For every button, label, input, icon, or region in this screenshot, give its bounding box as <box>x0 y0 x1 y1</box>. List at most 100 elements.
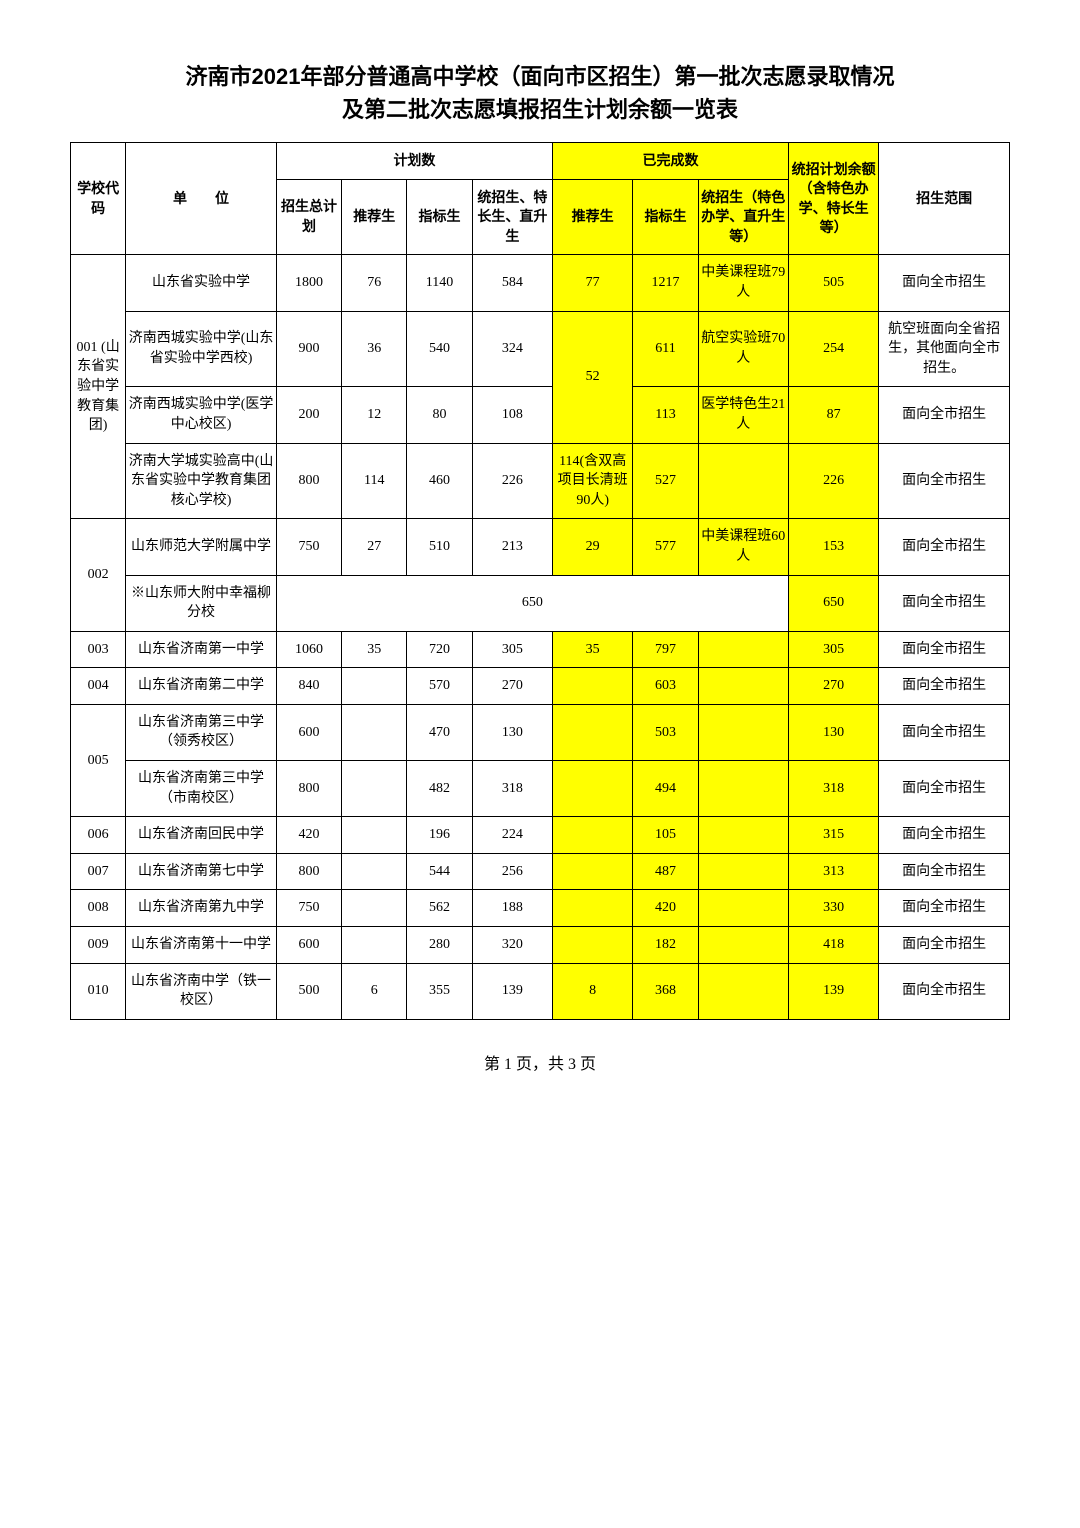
cell-done-gen: 航空实验班70人 <box>698 311 788 387</box>
cell-done-gen <box>698 963 788 1019</box>
cell-remain: 130 <box>788 704 878 760</box>
cell-remain: 139 <box>788 963 878 1019</box>
cell-unit: 济南大学城实验高中(山东省实验中学教育集团核心学校) <box>126 443 277 519</box>
cell-remain: 315 <box>788 817 878 854</box>
cell-remain: 254 <box>788 311 878 387</box>
table-header: 学校代码 单 位 计划数 已完成数 统招计划余额（含特色办学、特长生等） 招生范… <box>71 143 1010 255</box>
cell-scope: 面向全市招生 <box>879 668 1010 705</box>
cell-remain: 305 <box>788 631 878 668</box>
cell-done-idx: 527 <box>633 443 698 519</box>
cell-remain: 650 <box>788 575 878 631</box>
cell-done-rec <box>553 853 633 890</box>
cell-done-idx: 113 <box>633 387 698 443</box>
cell-plan-rec: 114 <box>342 443 407 519</box>
table-row: 006山东省济南回民中学420196224105315面向全市招生 <box>71 817 1010 854</box>
table-row: 山东省济南第三中学（市南校区）800482318494318面向全市招生 <box>71 761 1010 817</box>
cell-unit: 山东省实验中学 <box>126 255 277 311</box>
cell-plan-rec <box>342 704 407 760</box>
cell-plan-rec: 6 <box>342 963 407 1019</box>
cell-done-gen <box>698 817 788 854</box>
cell-unit: 山东省济南第三中学（市南校区） <box>126 761 277 817</box>
cell-plan-rec: 27 <box>342 519 407 575</box>
cell-remain: 226 <box>788 443 878 519</box>
cell-plan-idx: 1140 <box>407 255 472 311</box>
cell-plan-rec <box>342 668 407 705</box>
hdr-plan-gen: 统招生、特长生、直升生 <box>472 179 552 255</box>
cell-plan-total: 600 <box>276 927 341 964</box>
hdr-done-group: 已完成数 <box>553 143 789 180</box>
cell-scope: 面向全市招生 <box>879 817 1010 854</box>
cell-done-idx: 797 <box>633 631 698 668</box>
cell-plan-gen: 226 <box>472 443 552 519</box>
table-row: 005山东省济南第三中学（领秀校区）600470130503130面向全市招生 <box>71 704 1010 760</box>
cell-plan-total: 420 <box>276 817 341 854</box>
cell-plan-idx: 510 <box>407 519 472 575</box>
table-row: 009山东省济南第十一中学600280320182418面向全市招生 <box>71 927 1010 964</box>
hdr-done-rec: 推荐生 <box>553 179 633 255</box>
cell-done-gen <box>698 927 788 964</box>
cell-plan-rec <box>342 817 407 854</box>
cell-plan-idx: 280 <box>407 927 472 964</box>
cell-plan-total: 200 <box>276 387 341 443</box>
table-row: 007山东省济南第七中学800544256487313面向全市招生 <box>71 853 1010 890</box>
hdr-code: 学校代码 <box>71 143 126 255</box>
cell-done-gen: 医学特色生21人 <box>698 387 788 443</box>
cell-plan-gen: 139 <box>472 963 552 1019</box>
table-row: 010山东省济南中学（铁一校区）50063551398368139面向全市招生 <box>71 963 1010 1019</box>
cell-plan-gen: 305 <box>472 631 552 668</box>
cell-done-rec: 77 <box>553 255 633 311</box>
cell-unit: 山东省济南第十一中学 <box>126 927 277 964</box>
cell-done-idx: 503 <box>633 704 698 760</box>
cell-done-gen <box>698 890 788 927</box>
cell-done-rec <box>553 761 633 817</box>
hdr-plan-group: 计划数 <box>276 143 552 180</box>
cell-plan-gen: 188 <box>472 890 552 927</box>
cell-plan-total: 840 <box>276 668 341 705</box>
cell-unit: 山东省济南第三中学（领秀校区） <box>126 704 277 760</box>
cell-plan-gen: 213 <box>472 519 552 575</box>
cell-done-idx: 368 <box>633 963 698 1019</box>
cell-remain: 505 <box>788 255 878 311</box>
cell-unit: 山东师范大学附属中学 <box>126 519 277 575</box>
cell-scope: 面向全市招生 <box>879 443 1010 519</box>
cell-scope: 面向全市招生 <box>879 519 1010 575</box>
cell-done-rec: 52 <box>553 311 633 443</box>
cell-code: 005 <box>71 704 126 816</box>
cell-plan-rec: 35 <box>342 631 407 668</box>
table-row: 济南西城实验中学(医学中心校区)2001280108113医学特色生21人87面… <box>71 387 1010 443</box>
cell-plan-rec <box>342 927 407 964</box>
cell-remain: 87 <box>788 387 878 443</box>
title-line1: 济南市2021年部分普通高中学校（面向市区招生）第一批次志愿录取情况 <box>186 64 895 89</box>
cell-done-gen <box>698 761 788 817</box>
cell-plan-gen: 108 <box>472 387 552 443</box>
cell-scope: 面向全市招生 <box>879 631 1010 668</box>
cell-plan-total: 750 <box>276 890 341 927</box>
cell-done-gen: 中美课程班60人 <box>698 519 788 575</box>
cell-unit: 山东省济南第七中学 <box>126 853 277 890</box>
cell-plan-total: 800 <box>276 853 341 890</box>
cell-done-rec <box>553 817 633 854</box>
cell-plan-total: 750 <box>276 519 341 575</box>
cell-done-gen: 中美课程班79人 <box>698 255 788 311</box>
cell-scope: 面向全市招生 <box>879 704 1010 760</box>
cell-unit: ※山东师大附中幸福柳分校 <box>126 575 277 631</box>
table-body: 001 (山东省实验中学教育集团)山东省实验中学1800761140584771… <box>71 255 1010 1019</box>
cell-plan-gen: 130 <box>472 704 552 760</box>
cell-plan-gen: 584 <box>472 255 552 311</box>
cell-done-gen <box>698 631 788 668</box>
cell-code: 002 <box>71 519 126 631</box>
cell-plan-total: 800 <box>276 443 341 519</box>
cell-plan-total: 900 <box>276 311 341 387</box>
cell-plan-idx: 196 <box>407 817 472 854</box>
hdr-plan-idx: 指标生 <box>407 179 472 255</box>
cell-scope: 面向全市招生 <box>879 575 1010 631</box>
cell-done-rec <box>553 890 633 927</box>
cell-remain: 330 <box>788 890 878 927</box>
cell-plan-idx: 80 <box>407 387 472 443</box>
cell-done-rec <box>553 704 633 760</box>
cell-done-gen <box>698 668 788 705</box>
cell-done-idx: 420 <box>633 890 698 927</box>
cell-code: 009 <box>71 927 126 964</box>
cell-done-idx: 611 <box>633 311 698 387</box>
cell-done-rec: 29 <box>553 519 633 575</box>
